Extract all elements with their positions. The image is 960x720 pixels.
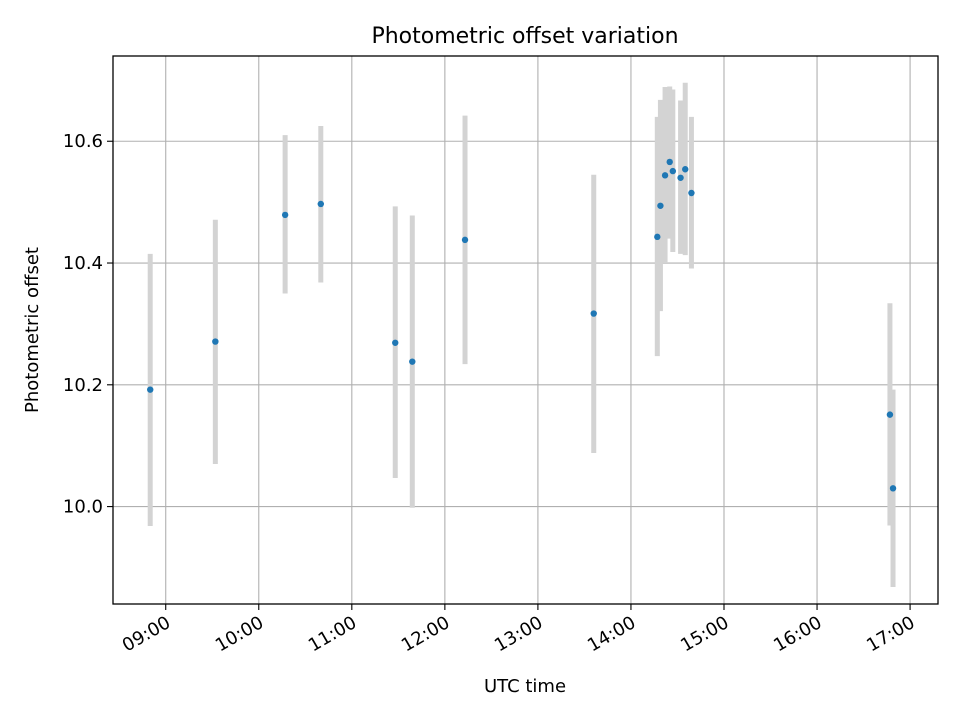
- data-point: [409, 358, 416, 365]
- x-tick-label: 12:00: [398, 612, 453, 656]
- data-point: [317, 200, 325, 208]
- plot-frame: [112, 55, 939, 605]
- data-point: [886, 411, 894, 418]
- grid: [113, 56, 938, 604]
- y-tick-label: 10.4: [63, 253, 103, 274]
- x-tick-label: 09:00: [119, 612, 174, 656]
- x-tick-label: 17:00: [863, 612, 918, 656]
- y-tick-label: 10.6: [63, 131, 103, 152]
- data-point: [661, 172, 669, 179]
- y-tick-label: 10.2: [63, 375, 103, 396]
- y-axis: 10.0 10.2 10.4 10.6: [63, 131, 113, 518]
- data-point: [682, 166, 689, 173]
- x-tick-label: 15:00: [677, 612, 732, 656]
- data-point: [889, 485, 897, 492]
- data-point: [654, 233, 661, 241]
- data-point: [281, 211, 289, 219]
- data-point: [666, 158, 673, 166]
- y-axis-title: Photometric offset: [22, 247, 43, 413]
- data-point: [657, 202, 664, 209]
- data-point: [669, 167, 677, 175]
- x-axis: 09:00 10:00 11:00 12:00 13:00 14:00 15:00 16:00…: [119, 604, 919, 656]
- x-tick-label: 13:00: [491, 612, 546, 656]
- data-point: [212, 338, 219, 345]
- x-tick-label: 14:00: [584, 612, 639, 656]
- data-point: [590, 310, 597, 317]
- data-point: [688, 189, 695, 197]
- data-point: [147, 386, 154, 393]
- data-point: [461, 236, 469, 244]
- data-points: [147, 158, 897, 492]
- errorbars: [147, 82, 896, 587]
- chart-title: Photometric offset variation: [371, 24, 678, 49]
- data-point: [677, 174, 684, 181]
- x-axis-title: UTC time: [484, 676, 566, 697]
- x-tick-label: 10:00: [212, 612, 267, 656]
- data-point: [392, 339, 399, 346]
- x-tick-label: 11:00: [305, 612, 360, 656]
- x-tick-label: 16:00: [770, 612, 825, 656]
- y-tick-label: 10.0: [63, 497, 103, 518]
